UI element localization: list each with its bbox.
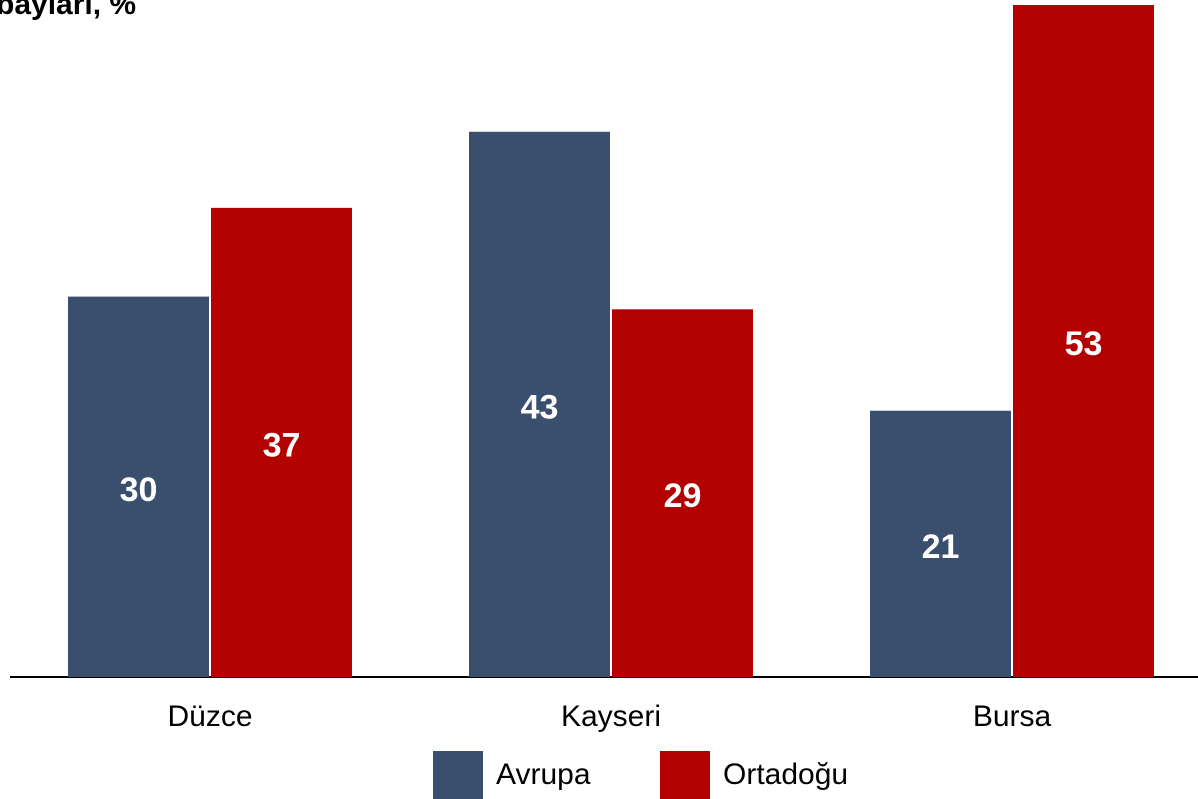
bar xyxy=(469,131,610,677)
x-tick-label: Kayseri xyxy=(561,700,661,733)
legend-swatch xyxy=(433,751,483,799)
bar xyxy=(1013,5,1154,677)
data-label: 29 xyxy=(664,477,702,515)
bar xyxy=(68,296,209,677)
legend-swatch xyxy=(660,751,710,799)
bar xyxy=(211,207,352,677)
bar xyxy=(612,309,753,677)
data-label: 30 xyxy=(120,471,158,509)
x-tick-label: Bursa xyxy=(973,700,1052,733)
x-tick-label: Düzce xyxy=(167,700,252,733)
bar xyxy=(870,410,1011,677)
chart-title: bayları, % xyxy=(0,0,136,21)
legend-label: Ortadoğu xyxy=(723,758,848,791)
data-label: 43 xyxy=(521,388,559,426)
data-label: 37 xyxy=(263,426,301,464)
data-label: 53 xyxy=(1065,325,1103,363)
data-label: 21 xyxy=(922,528,960,566)
legend-label: Avrupa xyxy=(496,758,591,791)
